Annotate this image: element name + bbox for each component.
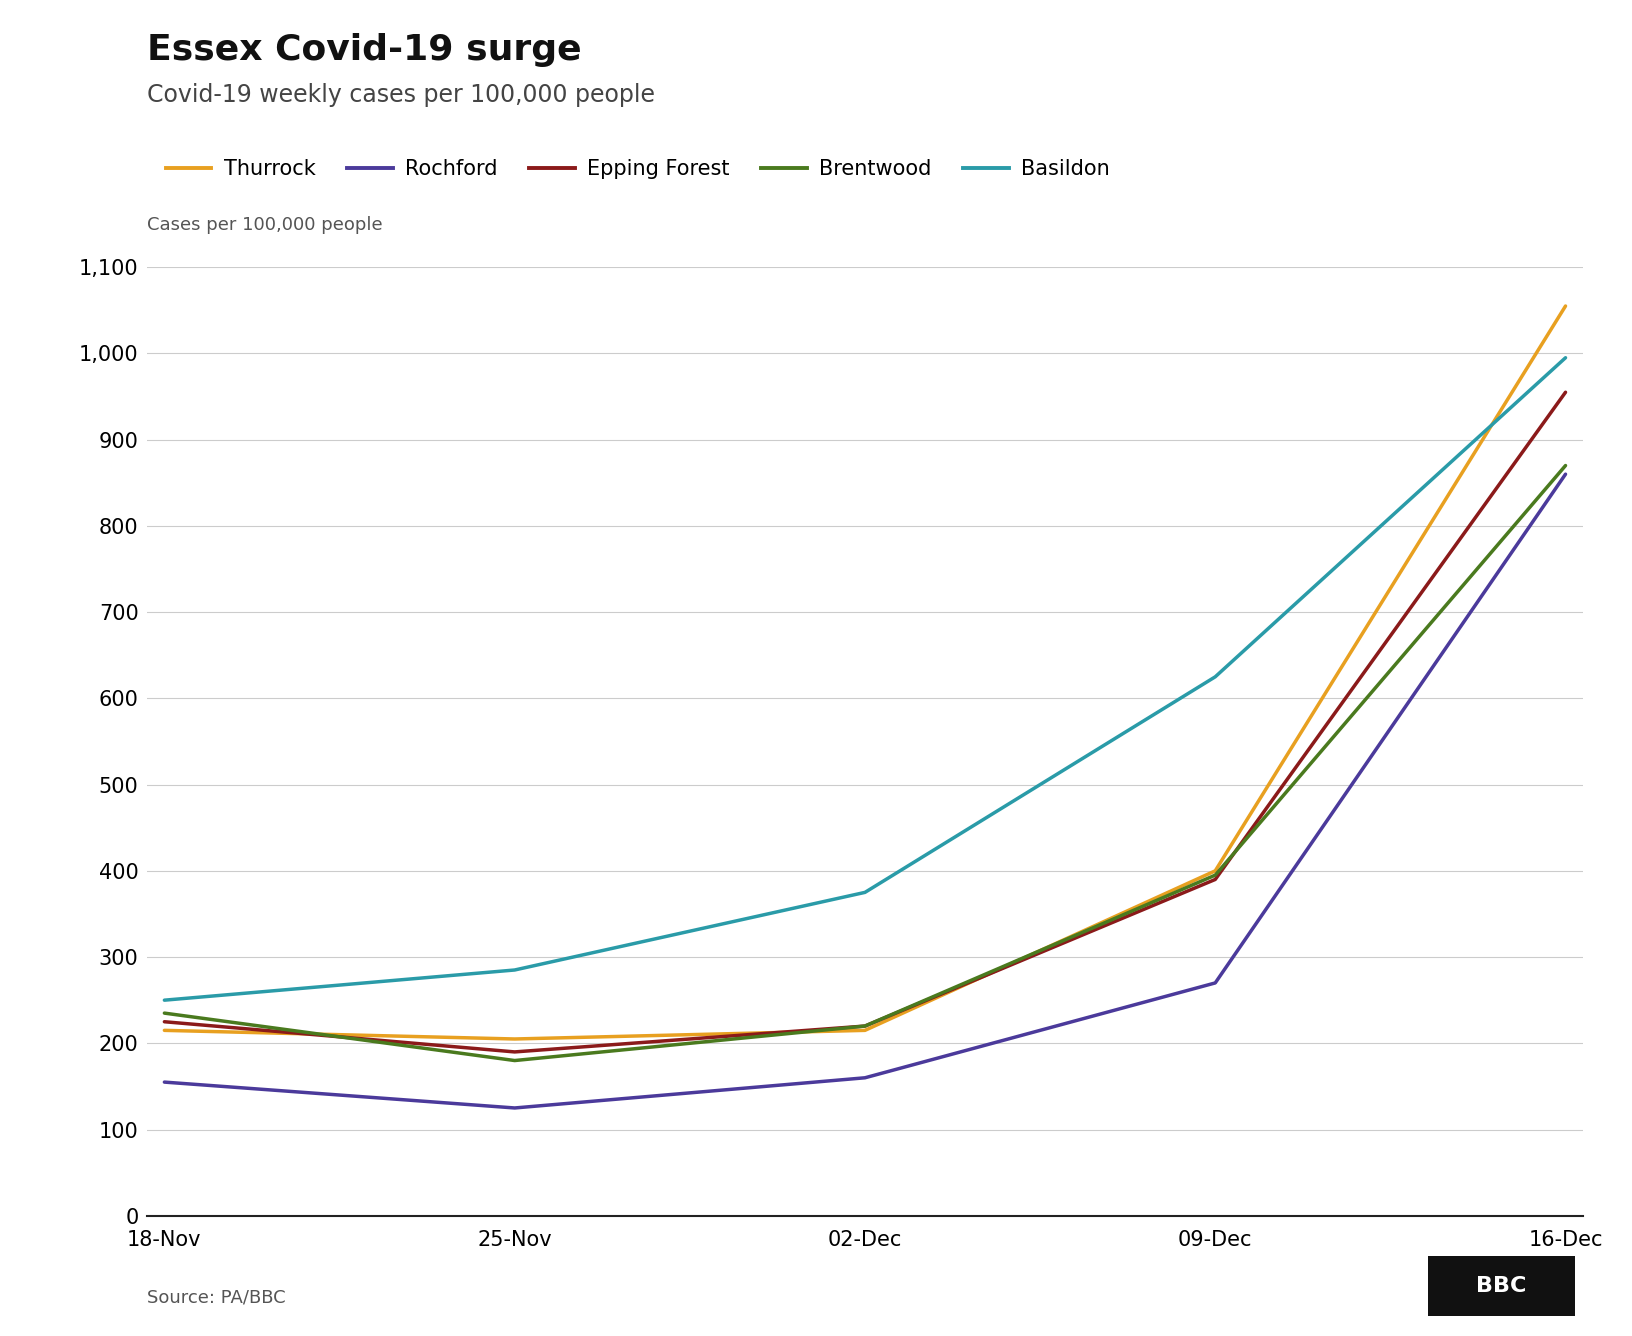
Text: Essex Covid-19 surge: Essex Covid-19 surge xyxy=(147,33,581,67)
Text: Covid-19 weekly cases per 100,000 people: Covid-19 weekly cases per 100,000 people xyxy=(147,83,654,107)
Text: Cases per 100,000 people: Cases per 100,000 people xyxy=(147,216,382,234)
Legend: Thurrock, Rochford, Epping Forest, Brentwood, Basildon: Thurrock, Rochford, Epping Forest, Brent… xyxy=(157,151,1118,187)
Text: Source: PA/BBC: Source: PA/BBC xyxy=(147,1289,286,1307)
Text: BBC: BBC xyxy=(1477,1276,1526,1296)
